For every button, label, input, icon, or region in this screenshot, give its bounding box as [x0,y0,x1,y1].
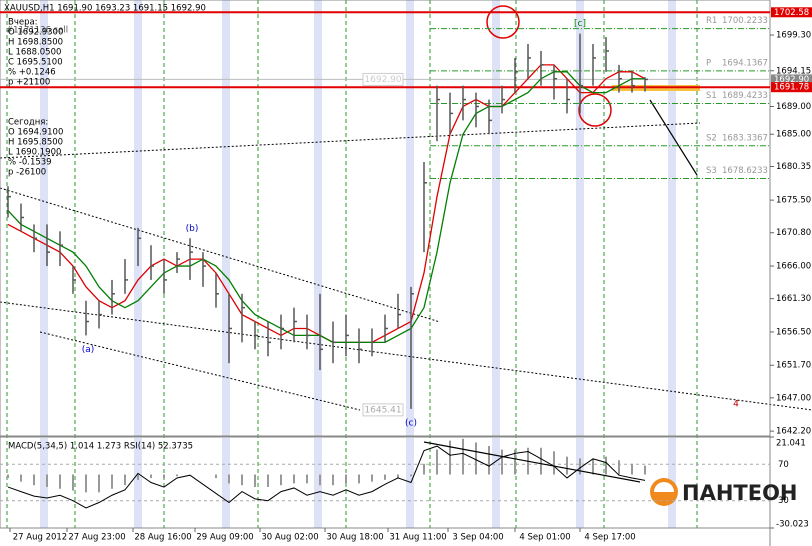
level-tag [771,82,812,93]
info-line: H 1695.8500 [8,138,63,148]
x-tick-label: 29 Aug 09:00 [196,533,253,543]
x-tick-label: 30 Aug 02:00 [261,533,318,543]
order-label: #1171136 sell [6,26,68,36]
y-tick-label: 1647.00 [776,393,811,403]
pivot-value: 1689.4233 [722,91,768,101]
info-line: Вчера: [8,18,38,28]
info-line: % +0.1246 [8,68,56,78]
level-tag [771,7,812,18]
level-tag-label: 1702.58 [774,8,809,18]
x-tick-label: 28 Aug 16:00 [134,533,191,543]
info-line: L 1690.1900 [8,148,61,158]
price-tag [771,74,812,85]
info-line: Сегодня: [8,118,48,128]
x-tick-label: 27 Aug 2012 [13,533,67,543]
pivot-name: P [706,58,711,68]
y-tick-label: 1661.30 [776,294,811,304]
x-tick-label: 30 Aug 18:00 [326,533,383,543]
y-tick-label: 1656.50 [776,327,811,337]
pivot-value: 1694.1367 [722,58,768,68]
divergence-line [423,441,641,483]
y-tick-label: 1642.20 [776,427,811,437]
x-tick-label: 31 Aug 11:00 [389,533,446,543]
info-line: O 1694.9100 [8,128,63,138]
level-tag-label: 1691.78 [774,83,809,93]
trend-lines [0,122,812,411]
macd-tick-label: -30.023 [776,520,809,530]
annotation-box [362,72,404,86]
annotation: (b) [186,224,199,234]
y-tick-label: 1689.00 [776,102,811,112]
pivot-name: R1 [706,16,717,26]
info-line: H 1698.8500 [8,38,63,48]
bands [40,0,676,528]
y2-tick-label: 30 [778,496,789,506]
annotation-box [362,403,404,417]
info-line: p +21100 [8,78,50,88]
y-tick-label: 1685.00 [776,130,811,140]
pivot-name: S3 [706,166,717,176]
pivot-name: S2 [706,133,717,143]
y-tick-label: 1666.00 [776,262,811,272]
projection-line [649,99,698,176]
macd-tick-label: 21.041 [776,439,806,449]
x-tick-label: 27 Aug 23:00 [68,533,125,543]
y-tick-label: 1699.30 [776,31,811,41]
annotation: 1645.41 [364,405,401,415]
annotation: 4 [733,400,739,410]
y-tick-label: 1670.80 [776,228,811,238]
pivot-name: S1 [706,91,717,101]
highlight-circle [578,93,612,127]
annotation: 1692.90 [364,75,401,85]
x-tick-label: 3 Sep 04:00 [452,533,503,543]
pivot-value: 1700.2233 [722,16,768,26]
info-line: C 1695.5100 [8,58,63,68]
pivot-value: 1683.3367 [722,133,768,143]
y2-tick-label: 70 [778,460,789,470]
y-tick-label: 1694.15 [776,66,811,76]
annotation: [c] [574,19,586,29]
indicator-title: MACD(5,34,5) 1.014 1.273 RSI(14) 52.3735 [8,442,193,452]
logo: ПАНТЕОН [650,478,798,506]
header: XAUUSD,H1 1691.90 1693.23 1691.15 1692.9… [4,4,206,14]
highlight-circle [486,5,520,39]
info-line: O 1692.9300 [8,28,63,38]
y-tick-label: 1675.50 [776,196,811,206]
annotation: (c) [405,418,417,428]
rsi-line [7,445,646,509]
info-line: L 1688.0500 [8,48,61,58]
x-tick-label: 4 Sep 17:00 [584,533,635,543]
info-line: % -0.1539 [8,158,52,168]
pivot-value: 1678.6233 [722,166,768,176]
y-tick-label: 1651.70 [776,361,811,371]
x-tick-label: 4 Sep 01:00 [519,533,570,543]
moving-average [7,71,645,343]
price-tag-label: 1692.90 [774,75,809,85]
y-tick-label: 1680.35 [776,162,811,172]
info-line: p -26100 [8,168,46,178]
annotation: (a) [82,345,95,355]
